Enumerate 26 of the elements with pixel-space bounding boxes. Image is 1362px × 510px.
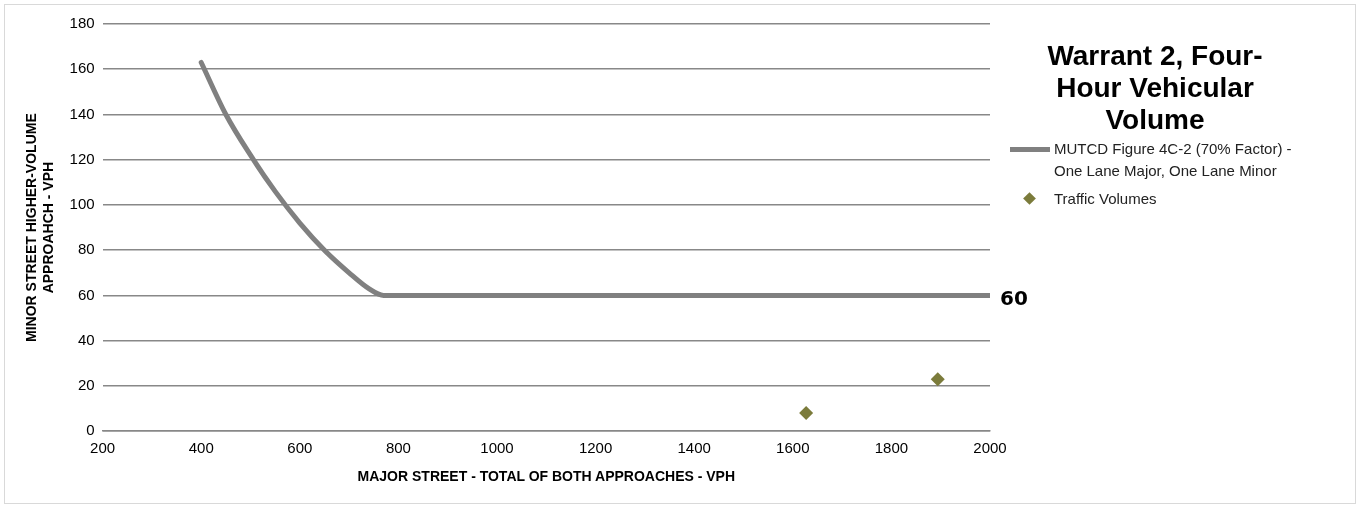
legend-label: MUTCD Figure 4C-2 (70% Factor) - One Lane Major, One Lane Minor	[1054, 139, 1293, 181]
text: Warrant 2, Four-Hour Vehicular Volume	[1046, 40, 1264, 136]
x-tick-label: 600	[287, 439, 313, 457]
x-axis-title: MAJOR STREET - TOTAL OF BOTH APPROACHES - VPH	[357, 468, 736, 485]
y-tick-label: 160	[69, 59, 95, 77]
x-tick-label: 1600	[776, 439, 810, 457]
x-tick-label: 1400	[677, 439, 711, 457]
y-tick-label: 60	[77, 285, 95, 303]
y-tick-label: 80	[77, 240, 95, 258]
annotation: 60	[1000, 285, 1028, 310]
x-tick-label: 200	[90, 439, 116, 457]
legend-label: Traffic Volumes	[1054, 189, 1157, 209]
y-tick-label: 0	[86, 421, 95, 439]
y-tick-label: 40	[77, 330, 95, 348]
y-tick-label: 100	[69, 195, 95, 213]
x-tick-label: 400	[188, 439, 214, 457]
y-tick-label: 120	[69, 149, 95, 167]
x-tick-label: 1800	[874, 439, 909, 457]
y-tick-label: 20	[77, 376, 95, 394]
x-tick-label: 2000	[973, 439, 1007, 457]
y-tick-label: 180	[69, 14, 95, 32]
x-tick-label: 1000	[480, 439, 514, 457]
x-tick-label: 1200	[578, 439, 613, 457]
x-tick-label: 800	[385, 439, 411, 457]
y-axis-title: MINOR STREET HIGHER-VOLUME APPROAHCH - VPH	[23, 113, 57, 342]
y-tick-label: 140	[69, 104, 95, 122]
